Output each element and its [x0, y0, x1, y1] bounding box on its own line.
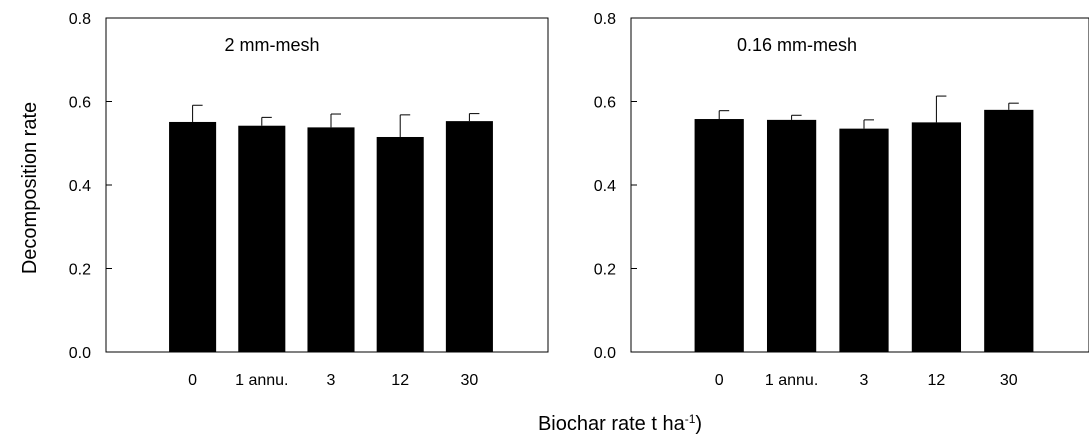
- bar: [911, 122, 962, 352]
- x-axis-title: Biochar rate t ha-1): [538, 412, 702, 435]
- x-tick-label: 12: [391, 372, 409, 389]
- bar: [694, 119, 744, 352]
- y-tick-label: 0.8: [69, 11, 91, 28]
- x-tick-label: 3: [860, 372, 869, 389]
- x-tick-label: 0: [715, 372, 724, 389]
- x-tick-label: 3: [327, 372, 336, 389]
- panel-title: 2 mm-mesh: [224, 35, 319, 55]
- x-tick-label: 12: [928, 372, 946, 389]
- bar: [984, 109, 1034, 352]
- bar: [839, 128, 889, 352]
- x-tick-label: 0: [188, 372, 197, 389]
- y-tick-label: 0.6: [69, 95, 91, 112]
- y-axis-title: Decomposition rate: [19, 102, 41, 274]
- x-tick-label: 30: [461, 372, 479, 389]
- y-tick-label: 0.8: [594, 11, 616, 28]
- panel-title: 0.16 mm-mesh: [737, 35, 857, 55]
- y-tick-label: 0.0: [69, 345, 91, 362]
- chart-panel-2: 0.0 0.2 0.4 0.6 0.8 0 1 annu. 3 12 30 0.16 mm-mesh: [594, 11, 1089, 389]
- bar: [169, 121, 217, 353]
- bar: [766, 119, 817, 353]
- x-axis-title-sup: -1: [685, 412, 696, 426]
- bar: [238, 125, 286, 352]
- y-tick-label: 0.4: [594, 178, 616, 195]
- y-tick-label: 0.0: [594, 345, 616, 362]
- x-tick-label: 30: [1000, 372, 1018, 389]
- bar: [445, 121, 493, 352]
- y-tick-label: 0.2: [69, 262, 91, 279]
- x-axis-title-main: Biochar rate t ha: [538, 413, 686, 435]
- x-axis-title-tail: ): [695, 413, 702, 435]
- y-tick-label: 0.6: [594, 95, 616, 112]
- x-tick-label: 1 annu.: [235, 372, 288, 389]
- y-tick-label: 0.2: [594, 262, 616, 279]
- chart-panel-1: 0.0 0.2 0.4 0.6 0.8 0 1 annu. 3 12 30 2 mm-mesh: [69, 11, 549, 389]
- bar: [376, 136, 424, 352]
- bar: [307, 127, 355, 352]
- x-tick-label: 1 annu.: [765, 372, 818, 389]
- y-tick-label: 0.4: [69, 178, 91, 195]
